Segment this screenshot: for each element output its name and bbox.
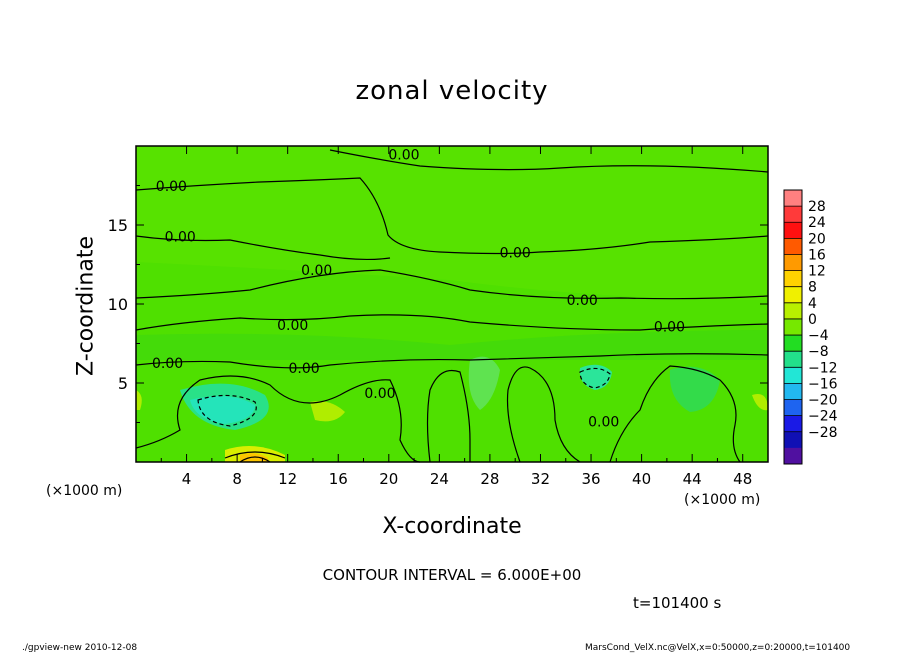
colorbar-swatch-1 <box>784 206 802 223</box>
x-tick-label-9: 40 <box>632 470 651 488</box>
colorbar-label-5: 8 <box>808 280 817 296</box>
colorbar-swatch-5 <box>784 270 802 288</box>
colorbar-frame <box>783 189 803 465</box>
field-band-mid <box>136 330 768 360</box>
contour-label-2: 0.00 <box>165 230 196 246</box>
colorbar-label-2: 20 <box>808 231 826 247</box>
footer-dataset: MarsCond_VelX.nc@VelX,x=0:50000,z=0:2000… <box>585 643 851 653</box>
colorbar-label-11: −16 <box>808 376 838 392</box>
colorbar-label-10: −12 <box>808 360 838 376</box>
x-tick-label-0: 4 <box>182 470 192 488</box>
contour-label-8: 0.00 <box>152 356 183 372</box>
contour-label-7: 0.00 <box>654 320 685 336</box>
contour-label-1: 0.00 <box>388 147 419 163</box>
colorbar-label-7: 0 <box>808 312 817 328</box>
field-band-upper <box>136 146 768 300</box>
colorbar-label-1: 24 <box>808 215 826 231</box>
contour-pos-1 <box>224 451 286 459</box>
x-unit-left: (×1000 m) <box>46 483 123 499</box>
colorbar-swatch-12 <box>784 383 802 400</box>
colorbar-swatch-6 <box>784 286 802 304</box>
colorbar-label-14: −28 <box>808 425 838 441</box>
contour-line-1 <box>135 177 769 255</box>
contour-interval: CONTOUR INTERVAL = 6.000E+00 <box>322 566 582 584</box>
field-blob-pos-1 <box>310 401 345 422</box>
colorbar-label-9: −8 <box>808 344 829 360</box>
contour-label-11: 0.00 <box>588 415 619 431</box>
x-unit-right: (×1000 m) <box>684 492 761 508</box>
field-blob-neg-1b <box>190 396 255 424</box>
time-stamp: t=101400 s <box>633 594 722 612</box>
field-blob-neg-4 <box>669 366 720 412</box>
colorbar-swatch-0 <box>784 190 802 207</box>
colorbar-swatch-11 <box>784 367 802 384</box>
y-tick-label-0: 5 <box>118 374 128 393</box>
colorbar-label-0: 28 <box>808 199 826 215</box>
contour-label-3: 0.00 <box>301 263 332 279</box>
x-axis-label: X-coordinate <box>382 514 522 539</box>
colorbar-label-4: 12 <box>808 264 826 280</box>
colorbar-swatch-15 <box>784 431 802 449</box>
x-tick-label-3: 16 <box>329 470 348 488</box>
contour-line-4 <box>135 269 769 300</box>
contour-label-10: 0.00 <box>364 386 395 402</box>
contour-line-6 <box>135 353 769 369</box>
y-tick-label-2: 15 <box>108 216 128 235</box>
colorbar-label-8: −4 <box>808 328 829 344</box>
x-tick-label-4: 20 <box>379 470 398 488</box>
colorbar-swatch-3 <box>784 238 802 255</box>
contour-label-4: 0.00 <box>500 245 531 261</box>
colorbar-label-3: 16 <box>808 247 826 263</box>
contour-line-2 <box>329 149 769 173</box>
x-tick-label-2: 12 <box>278 470 297 488</box>
y-axis-label: Z-coordinate <box>73 236 99 376</box>
x-tick-label-5: 24 <box>430 470 449 488</box>
contour-pos-2 <box>239 456 271 463</box>
colorbar-swatch-8 <box>784 318 802 336</box>
x-tick-label-10: 44 <box>683 470 702 488</box>
colorbar-swatch-2 <box>784 222 802 239</box>
contour-line-3 <box>135 235 391 261</box>
field-blob-neg-3 <box>468 356 500 410</box>
colorbar-swatch-9 <box>784 335 802 352</box>
colorbar-swatch-7 <box>784 302 802 320</box>
colorbar-swatch-10 <box>784 351 802 368</box>
colorbar-swatch-14 <box>784 415 802 433</box>
colorbar-label-12: −20 <box>808 393 838 409</box>
footer-program: ./gpview-new 2010-12-08 <box>22 643 138 653</box>
x-tick-label-6: 28 <box>480 470 499 488</box>
contour-label-0: 0.00 <box>156 179 187 195</box>
x-tick-label-7: 32 <box>531 470 550 488</box>
contour-label-9: 0.00 <box>289 361 320 377</box>
colorbar-label-13: −24 <box>808 409 838 425</box>
y-tick-label-1: 10 <box>108 295 128 314</box>
contour-neg-1 <box>197 394 257 427</box>
colorbar-swatch-16 <box>784 447 802 465</box>
contour-label-6: 0.00 <box>277 318 308 334</box>
contour-neg-2 <box>579 367 611 389</box>
x-tick-label-8: 36 <box>581 470 600 488</box>
colorbar-swatch-4 <box>784 254 802 271</box>
contour-line-8 <box>426 369 471 463</box>
contour-line-5 <box>135 314 769 331</box>
contour-line-10 <box>609 365 741 463</box>
contour-line-9 <box>506 366 581 463</box>
colorbar-swatch-13 <box>784 399 802 416</box>
contour-label-5: 0.00 <box>567 293 598 309</box>
chart-title: zonal velocity <box>355 76 549 106</box>
x-tick-label-11: 48 <box>733 470 752 488</box>
field-blob-pos-5 <box>752 394 768 411</box>
contour-line-7 <box>135 375 421 463</box>
field-blob-pos-4 <box>136 390 142 410</box>
x-tick-label-1: 8 <box>232 470 242 488</box>
colorbar-label-6: 4 <box>808 296 817 312</box>
